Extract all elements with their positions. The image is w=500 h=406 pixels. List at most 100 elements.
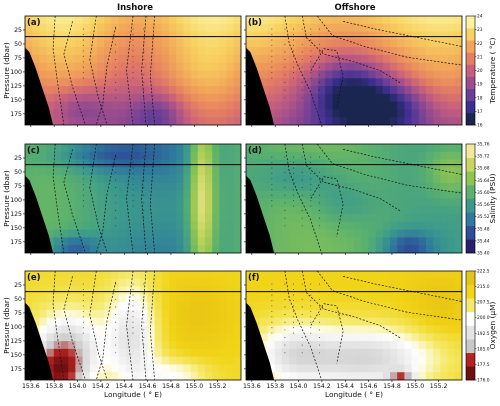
heatmap-cell [197,372,206,380]
heatmap-cell [89,214,98,223]
heatmap-cell [61,101,69,111]
heatmap-cell [296,237,305,246]
heatmap-cell [404,109,413,118]
heatmap-cell [325,78,333,87]
heatmap-cell [289,101,297,111]
heatmap-cell [440,348,449,358]
heatmap-cell [346,317,355,327]
heatmap-cell [246,294,254,303]
heatmap-cell [68,86,76,95]
heatmap-cell [447,278,456,288]
heatmap-cell [154,93,163,103]
heatmap-cell [140,117,148,125]
heatmap-cell [197,109,206,118]
heatmap-cell [111,372,120,380]
sample-point [318,171,320,173]
heatmap-cell [418,309,427,319]
heatmap-cell [310,333,319,342]
sample-point [310,156,312,158]
heatmap-cell [161,309,170,319]
heatmap-cell [426,333,434,342]
heatmap-cell [176,182,184,192]
heatmap-cell [97,86,105,95]
heatmap-cell [361,341,369,350]
heatmap-cell [354,333,362,342]
heatmap-cell [212,302,220,311]
heatmap-cell [219,364,228,373]
heatmap-cell [368,237,377,246]
heatmap-cell [197,309,206,319]
heatmap-cell [190,221,199,231]
sample-point [143,202,145,204]
heatmap-cell [433,93,441,103]
sample-point [318,28,320,30]
heatmap-cell [118,333,127,342]
heatmap-cell [253,47,261,56]
heatmap-cell [111,109,120,118]
sample-point [284,202,286,204]
panel-frame [245,270,463,381]
sample-point [318,194,320,196]
heatmap-cell [375,101,384,111]
sample-point [301,43,303,45]
heatmap-cell [147,86,156,95]
heatmap-cell [169,294,177,303]
heatmap-cell [426,23,434,33]
heatmap-cell [325,86,333,95]
heatmap-cell [296,62,305,72]
heatmap-cell [53,78,62,87]
heatmap-cell [282,198,290,207]
heatmap-cell [46,364,55,373]
heatmap-cell [310,31,319,40]
sample-point [143,51,145,53]
heatmap-cell [282,70,290,79]
panel-frame [24,143,242,254]
heatmap-cell [354,229,362,239]
sample-point [132,178,134,180]
sample-point [82,34,84,35]
heatmap-cell [212,159,220,168]
heatmap-cell [169,182,177,192]
heatmap-cell [183,31,192,40]
heatmap-cell [68,62,76,72]
heatmap-cell [368,16,377,25]
heatmap-cell [354,317,362,327]
heatmap-cell [418,229,427,239]
heatmap-cell [390,356,398,366]
sample-point [293,189,294,191]
heatmap-cell [260,70,269,79]
colorbar-swatch [466,325,475,340]
sample-point [271,55,273,57]
heatmap-cell [346,62,355,72]
heatmap-cell [318,372,326,380]
heatmap-cell [325,144,333,153]
sample-point [318,225,320,227]
heatmap-cell [133,271,141,280]
heatmap-cell [25,302,33,311]
heatmap-cell [154,286,163,295]
heatmap-cell [125,175,134,184]
heatmap-cell [219,167,228,176]
heatmap-cell [190,364,199,373]
heatmap-cell [68,31,76,40]
heatmap-cell [375,364,384,373]
heatmap-cell [296,16,305,25]
heatmap-cell [190,62,199,72]
heatmap-cell [219,333,228,342]
heatmap-cell [303,101,312,111]
heatmap-cell [212,229,220,239]
heatmap-cell [169,206,177,215]
heatmap-cell [325,229,333,239]
heatmap-cell [46,62,55,72]
heatmap-cell [133,39,141,48]
sample-point [293,39,294,41]
sample-point [132,305,134,307]
sample-point [143,74,145,76]
heatmap-cell [411,302,420,311]
heatmap-cell [361,70,369,79]
heatmap-cell [32,54,40,64]
heatmap-cell [111,356,120,366]
sample-point [293,72,294,74]
heatmap-cell [440,159,449,168]
heatmap-cell [339,62,348,72]
